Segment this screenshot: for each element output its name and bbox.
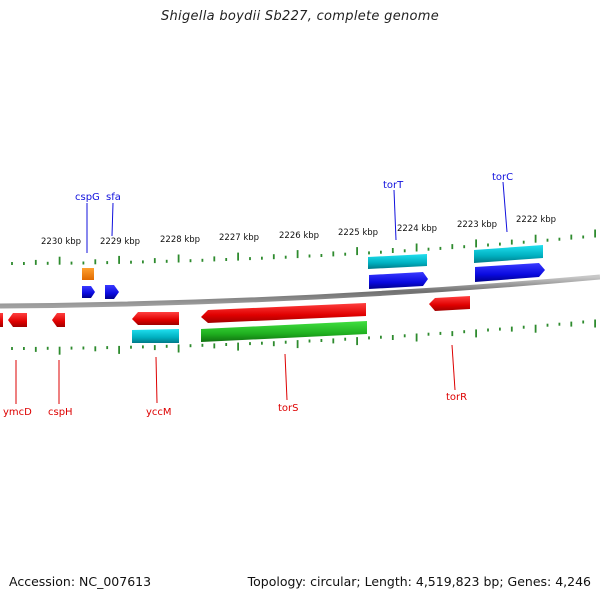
- forward-features: [82, 245, 545, 299]
- top-gene-labels: cspG sfa torT torC: [75, 172, 513, 253]
- scale-label: 2223 kbp: [457, 220, 497, 230]
- gene-torS[interactable]: [201, 303, 366, 323]
- gene-cspH[interactable]: [52, 313, 65, 327]
- scale-label: 2227 kbp: [219, 233, 259, 243]
- gene-torR[interactable]: [429, 296, 470, 311]
- lower-scale-ticks: [11, 319, 596, 355]
- gene-label-torC[interactable]: torC: [492, 172, 513, 183]
- gene-torT[interactable]: [369, 272, 428, 289]
- scale-label: 2226 kbp: [279, 231, 319, 241]
- leader-line: [502, 181, 508, 233]
- gene-label-sfa[interactable]: sfa: [106, 192, 121, 203]
- gene-torC[interactable]: [475, 263, 545, 282]
- gene-label-ymcD[interactable]: ymcD: [3, 407, 32, 418]
- gene-ymcD[interactable]: [8, 313, 27, 327]
- gene-sfa[interactable]: [105, 285, 119, 299]
- scale-label: 2228 kbp: [160, 235, 200, 245]
- gene-label-torS[interactable]: torS: [278, 403, 299, 414]
- leader-line: [393, 189, 397, 241]
- scale-label: 2222 kbp: [516, 215, 556, 225]
- accession-text: Accession: NC_007613: [9, 574, 152, 589]
- feature-torC[interactable]: [474, 245, 543, 263]
- scale-label: 2224 kbp: [397, 224, 437, 234]
- leader-line: [155, 356, 158, 404]
- genome-backbone: [0, 274, 600, 309]
- scale-label: 2229 kbp: [100, 237, 140, 247]
- bottom-gene-labels: ymcD cspH yccM torS torR: [3, 344, 467, 418]
- genome-summary-text: Topology: circular; Length: 4,519,823 bp…: [247, 574, 591, 589]
- scale-label: 2225 kbp: [338, 228, 378, 238]
- feature-torT[interactable]: [368, 254, 427, 269]
- gene-yccM[interactable]: [132, 312, 179, 325]
- leader-line: [284, 353, 288, 401]
- feature-yccM[interactable]: [132, 329, 179, 343]
- feature-torS[interactable]: [201, 321, 367, 342]
- leader-line: [451, 344, 456, 391]
- leader-line: [111, 202, 114, 237]
- rna-feature-cspG[interactable]: [82, 268, 94, 280]
- reverse-features: [0, 296, 470, 343]
- scale-label: 2230 kbp: [41, 237, 81, 247]
- scale-labels: 2230 kbp 2229 kbp 2228 kbp 2227 kbp 2226…: [41, 215, 556, 247]
- gene-label-torT[interactable]: torT: [383, 180, 404, 191]
- gene-partial-left[interactable]: [0, 313, 3, 327]
- upper-scale-ticks: [11, 229, 596, 265]
- gene-label-cspH[interactable]: cspH: [48, 407, 73, 418]
- gene-label-cspG[interactable]: cspG: [75, 192, 100, 203]
- page-title: Shigella boydii Sb227, complete genome: [160, 9, 440, 24]
- gene-label-yccM[interactable]: yccM: [146, 407, 172, 418]
- gene-label-torR[interactable]: torR: [446, 392, 467, 403]
- gene-cspG[interactable]: [82, 286, 95, 298]
